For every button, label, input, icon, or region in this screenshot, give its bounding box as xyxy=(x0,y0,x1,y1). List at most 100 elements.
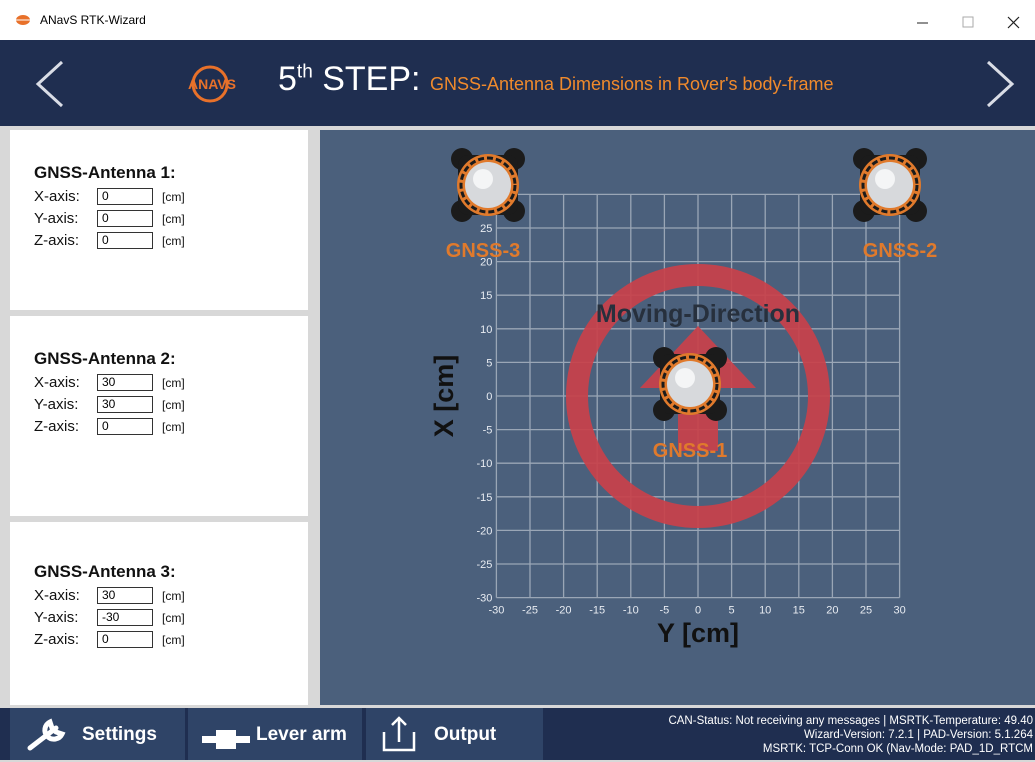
button-label: Output xyxy=(434,724,496,746)
antenna-highlight xyxy=(875,169,895,189)
field-input[interactable]: 0 xyxy=(97,631,153,648)
y-tick-label: 0 xyxy=(486,391,492,403)
x-tick-label: 5 xyxy=(729,605,735,617)
x-tick-label: 25 xyxy=(860,605,872,617)
field-unit: [cm] xyxy=(162,212,185,226)
field-unit: [cm] xyxy=(162,234,185,248)
field-input[interactable]: 30 xyxy=(97,374,153,391)
field-label: X-axis: xyxy=(34,188,80,205)
y-tick-label: -20 xyxy=(476,525,492,537)
nav-button[interactable]: Settings xyxy=(10,708,185,760)
button-icon xyxy=(378,714,430,762)
field-unit: [cm] xyxy=(162,633,185,647)
y-tick-label: 15 xyxy=(480,290,492,302)
panel-title: GNSS-Antenna 3: xyxy=(34,562,176,582)
x-axis-label: Y [cm] xyxy=(657,618,739,648)
x-tick-label: 10 xyxy=(759,605,771,617)
nav-button[interactable]: Output xyxy=(366,708,543,760)
logo-text: ANAVS xyxy=(188,76,236,92)
field-input[interactable]: 0 xyxy=(97,210,153,227)
x-tick-label: -30 xyxy=(488,605,504,617)
field-label: X-axis: xyxy=(34,587,80,604)
logo: ANAVS xyxy=(172,64,264,104)
y-tick-label: -30 xyxy=(476,593,492,605)
y-tick-label: -10 xyxy=(476,458,492,470)
y-tick-label: 25 xyxy=(480,223,492,235)
status-line: Wizard-Version: 7.2.1 | PAD-Version: 5.1… xyxy=(804,729,1033,741)
antenna-highlight xyxy=(675,368,695,388)
panel-title: GNSS-Antenna 1: xyxy=(34,163,176,183)
maximize-button[interactable] xyxy=(963,17,973,27)
field-input[interactable]: -30 xyxy=(97,609,153,626)
step-suffix: th xyxy=(297,62,313,83)
step-word: STEP: xyxy=(322,60,420,98)
nav-button[interactable]: Lever arm xyxy=(188,708,362,760)
status-line: MSRTK: TCP-Conn OK (Nav-Mode: PAD_1D_RTC… xyxy=(763,743,1033,755)
window-controls[interactable] xyxy=(905,10,1035,32)
app-window: ANavS RTK-Wizard ANAVS 5th STEP: GNSS-An… xyxy=(0,0,1035,760)
field-unit: [cm] xyxy=(162,190,185,204)
status-line: CAN-Status: Not receiving any messages |… xyxy=(668,715,1033,727)
x-tick-label: 15 xyxy=(793,605,805,617)
footer-bar: Settings Lever arm Output CAN-Status: Not r… xyxy=(0,708,1035,760)
field-label: Y-axis: xyxy=(34,609,78,626)
field-unit: [cm] xyxy=(162,398,185,412)
field-input[interactable]: 30 xyxy=(97,396,153,413)
button-label: Settings xyxy=(82,724,157,746)
x-tick-label: -15 xyxy=(589,605,605,617)
field-input[interactable]: 0 xyxy=(97,188,153,205)
window-title: ANavS RTK-Wizard xyxy=(40,13,146,27)
y-tick-label: 10 xyxy=(480,324,492,336)
field-unit: [cm] xyxy=(162,611,185,625)
field-input[interactable]: 0 xyxy=(97,418,153,435)
field-label: Y-axis: xyxy=(34,210,78,227)
x-tick-label: 20 xyxy=(826,605,838,617)
y-tick-label: -5 xyxy=(483,425,493,437)
field-input[interactable]: 30 xyxy=(97,587,153,604)
y-axis-label: X [cm] xyxy=(429,355,459,438)
step-number: 5 xyxy=(278,60,297,98)
button-icon xyxy=(200,714,252,762)
field-unit: [cm] xyxy=(162,376,185,390)
app-icon xyxy=(14,12,32,28)
field-unit: [cm] xyxy=(162,589,185,603)
back-arrow[interactable] xyxy=(30,58,70,110)
field-label: X-axis: xyxy=(34,374,80,391)
step-heading: 5th STEP: GNSS-Antenna Dimensions in Rov… xyxy=(278,60,834,99)
button-icon xyxy=(22,714,74,762)
y-tick-label: -25 xyxy=(476,559,492,571)
x-tick-label: 0 xyxy=(695,605,701,617)
antenna-icon xyxy=(653,347,727,421)
antenna-label: GNSS-2 xyxy=(863,240,937,262)
antenna-highlight xyxy=(473,169,493,189)
x-tick-label: -25 xyxy=(522,605,538,617)
button-label: Lever arm xyxy=(256,724,347,746)
x-tick-label: -20 xyxy=(556,605,572,617)
step-title: GNSS-Antenna Dimensions in Rover's body-… xyxy=(430,74,834,94)
x-tick-label: -10 xyxy=(623,605,639,617)
x-tick-label: -5 xyxy=(660,605,670,617)
y-tick-label: -15 xyxy=(476,492,492,504)
header-bar: ANAVS 5th STEP: GNSS-Antenna Dimensions … xyxy=(0,40,1035,126)
field-label: Z-axis: xyxy=(34,631,79,648)
antenna-panel: GNSS-Antenna 1: X-axis: 0 [cm] Y-axis: 0 [cm] Z… xyxy=(10,130,308,310)
next-arrow[interactable] xyxy=(980,58,1020,110)
antenna-icon xyxy=(451,148,525,222)
antenna-label: GNSS-1 xyxy=(653,440,727,462)
x-tick-label: 30 xyxy=(893,605,905,617)
antenna-icon xyxy=(853,148,927,222)
title-bar: ANavS RTK-Wizard xyxy=(0,0,1035,40)
antenna-panel: GNSS-Antenna 2:X-axis:30[cm]Y-axis:30[cm… xyxy=(10,316,308,516)
field-input[interactable]: 0 xyxy=(97,232,153,249)
field-label: Y-axis: xyxy=(34,396,78,413)
antenna-panel: GNSS-Antenna 3: X-axis: 30 [cm] Y-axis: -30 [c… xyxy=(10,522,308,705)
close-button[interactable] xyxy=(1008,17,1019,28)
antenna-label: GNSS-3 xyxy=(446,240,520,262)
y-tick-label: 5 xyxy=(486,357,492,369)
field-label: Z-axis: xyxy=(34,418,79,435)
field-unit: [cm] xyxy=(162,420,185,434)
field-label: Z-axis: xyxy=(34,232,79,249)
diagram-heading: Moving-Direction xyxy=(596,300,800,328)
